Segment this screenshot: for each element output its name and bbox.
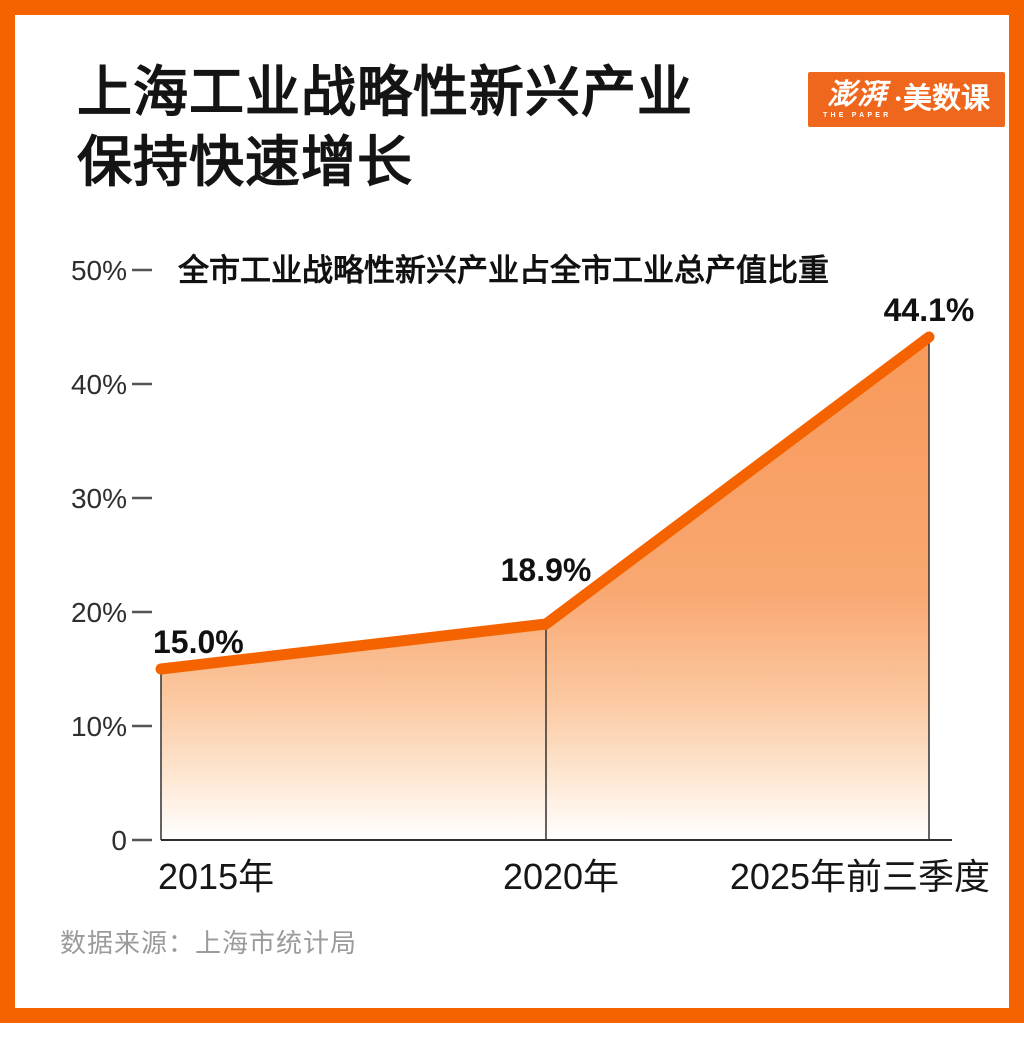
data-value-label-2025: 44.1% [884, 292, 975, 328]
title-line-1: 上海工业战略性新兴产业 [77, 57, 693, 127]
data-value-label-2020: 18.9% [501, 552, 592, 588]
x-tick-label-2015: 2015年 [158, 856, 274, 897]
source-note: 数据来源：上海市统计局 [60, 923, 357, 960]
y-tick-label-20: 20% [71, 597, 127, 628]
logo-subtext: THE PAPER [823, 112, 891, 119]
title-line-2: 保持快速增长 [77, 127, 693, 197]
logo-left-block: 澎湃 THE PAPER [823, 81, 891, 119]
data-value-label-2015: 15.0% [153, 624, 244, 660]
y-tick-label-40: 40% [71, 369, 127, 400]
logo-brand-text-right: ·美数课 [893, 85, 990, 114]
page-title: 上海工业战略性新兴产业 保持快速增长 [77, 57, 693, 197]
logo-the-paper: 澎湃 THE PAPER ·美数课 [808, 72, 1005, 127]
chart-title: 全市工业战略性新兴产业占全市工业总产值比重 [177, 253, 829, 288]
y-tick-label-10: 10% [71, 711, 127, 742]
y-tick-label-50: 50% [71, 255, 127, 286]
area-fill [161, 337, 929, 840]
logo-brand-text: 澎湃 [827, 81, 887, 110]
y-tick-label-0: 0 [111, 825, 127, 856]
x-tick-label-2025: 2025年前三季度 [730, 856, 990, 897]
x-tick-label-2020: 2020年 [503, 856, 619, 897]
y-tick-label-30: 30% [71, 483, 127, 514]
